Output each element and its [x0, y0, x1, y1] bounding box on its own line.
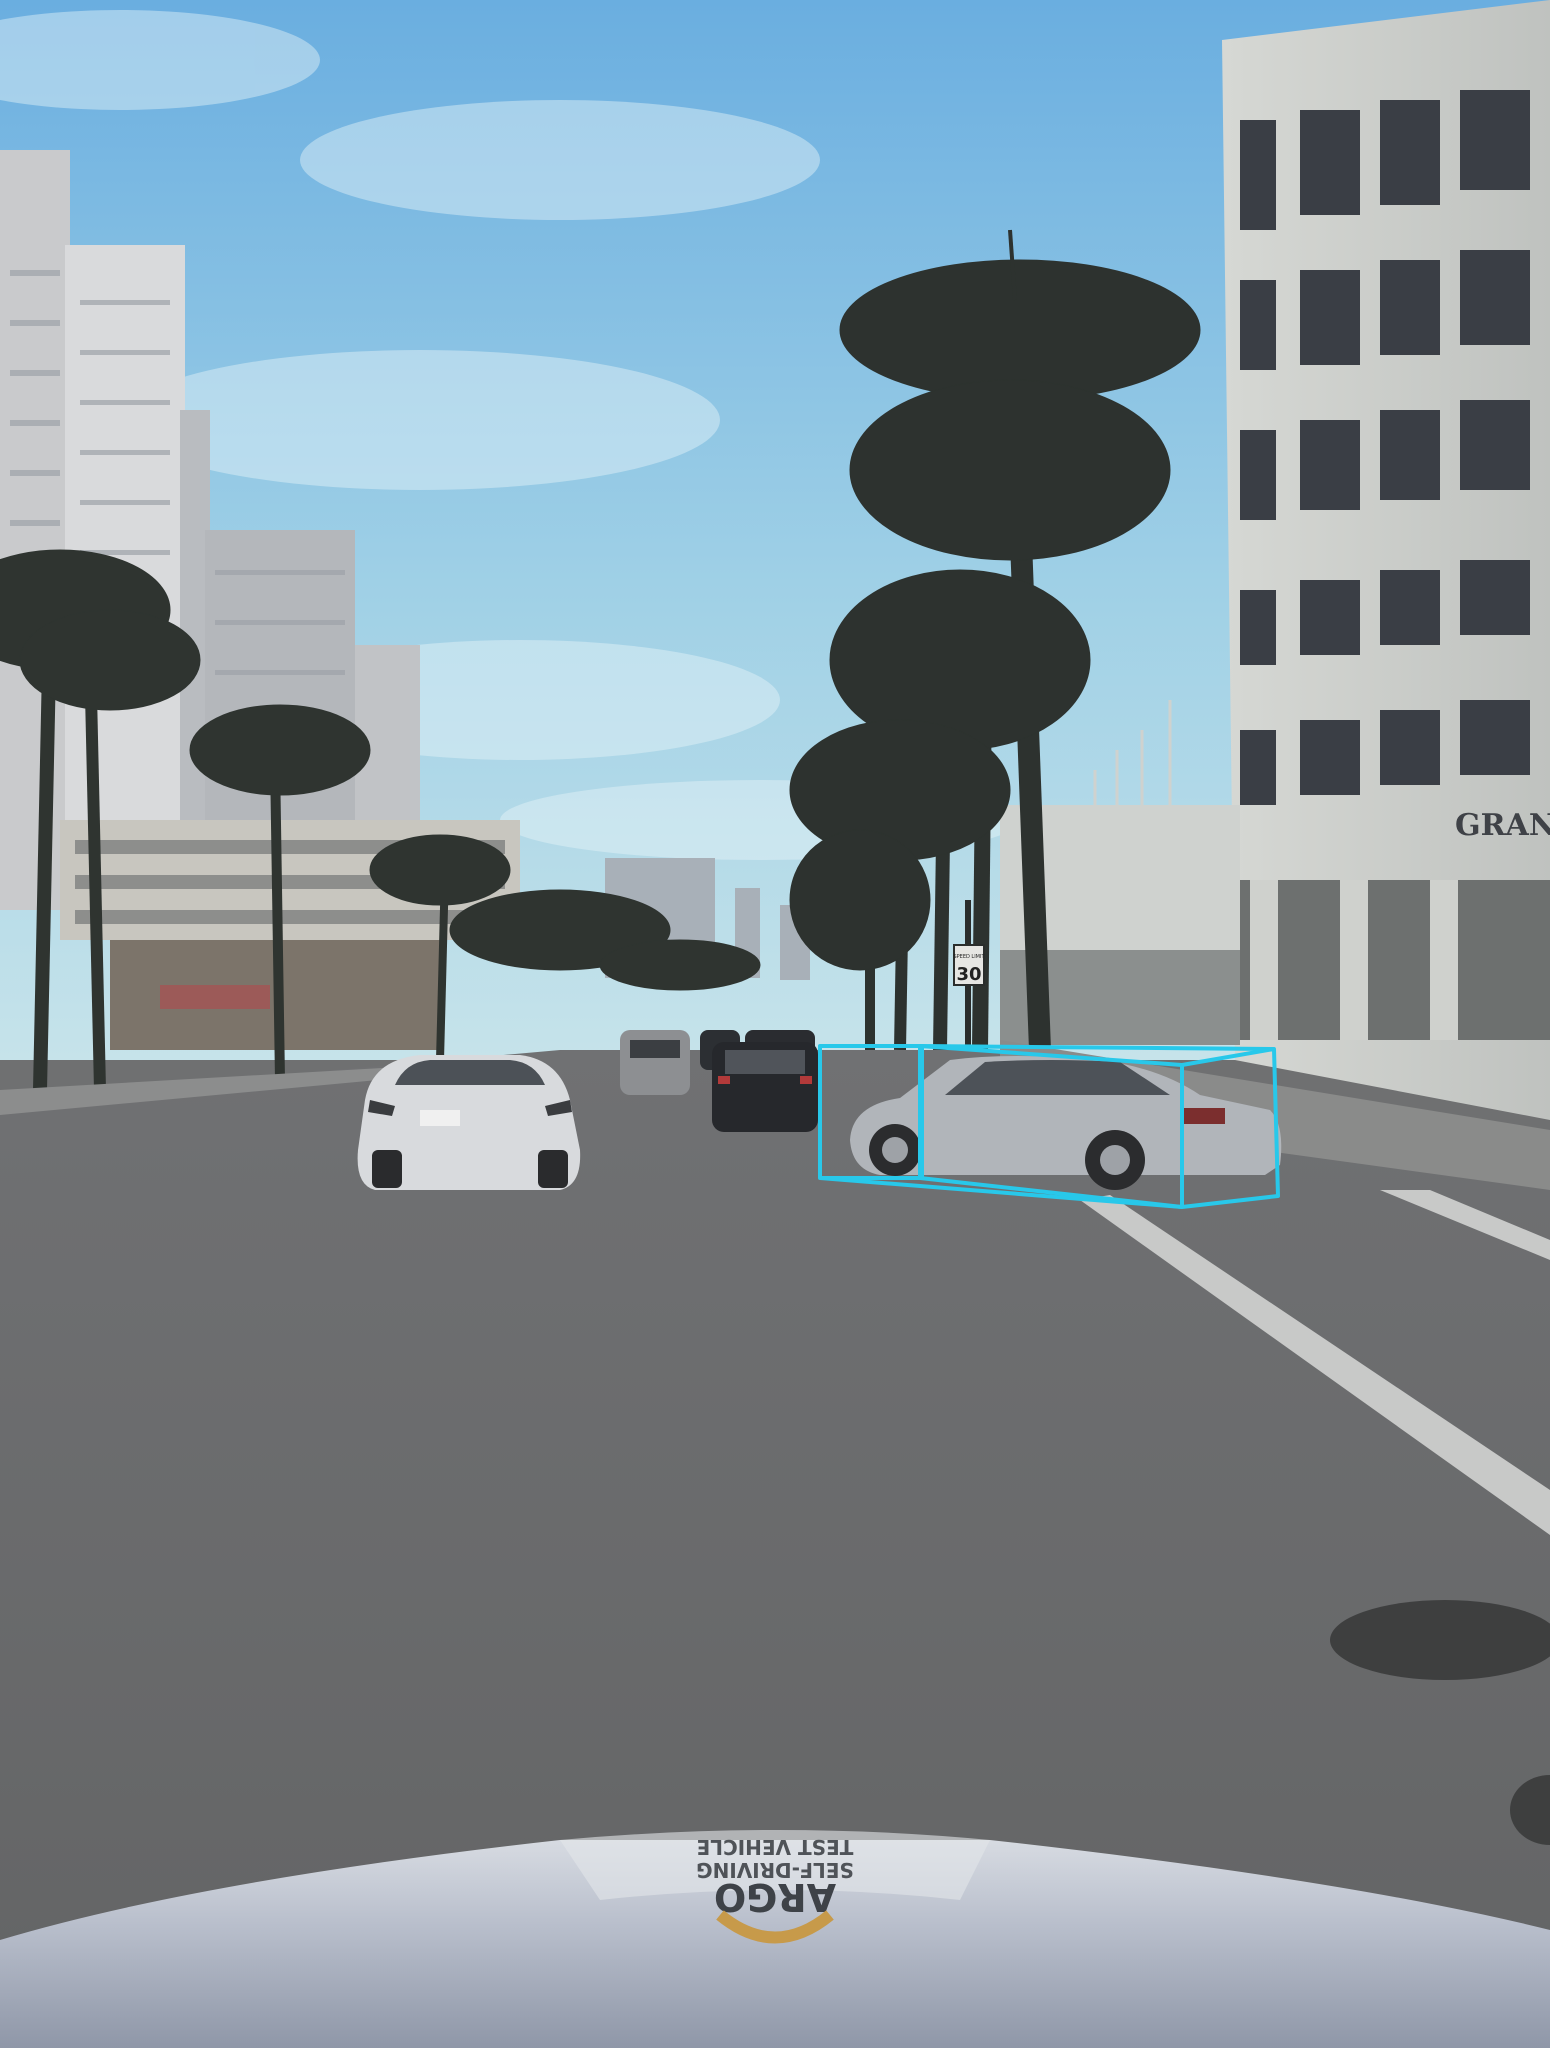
building-sign: GRANI — [1455, 808, 1550, 843]
ego-vehicle-hood: TEST VEHICLE SELF-DRIVING ARGO — [0, 1830, 1550, 2048]
lane-marking-crosswalk — [1380, 1190, 1550, 1260]
distant-cars — [620, 1030, 818, 1132]
right-palm-trees — [789, 229, 1201, 1051]
speed-limit-value: 30 — [956, 964, 981, 985]
silver-sedan — [850, 1056, 1282, 1190]
road — [0, 1050, 1550, 2048]
manhole-cover-2 — [1510, 1775, 1550, 1845]
white-coupe — [357, 1055, 581, 1190]
hood-line-2: TEST VEHICLE — [697, 1835, 854, 1859]
speed-limit-small-text: SPEED LIMIT — [953, 954, 985, 960]
hood-brand: ARGO — [714, 1875, 836, 1919]
3d-bounding-box — [818, 1044, 1280, 1209]
argo-logo-icon — [716, 1910, 834, 1944]
lane-marking-right — [1080, 1195, 1550, 1535]
right-building: GRANI — [1222, 0, 1550, 1120]
left-palm-trees — [0, 549, 761, 1091]
manhole-cover — [1330, 1600, 1550, 1680]
hood-line-1: SELF-DRIVING — [696, 1858, 854, 1882]
